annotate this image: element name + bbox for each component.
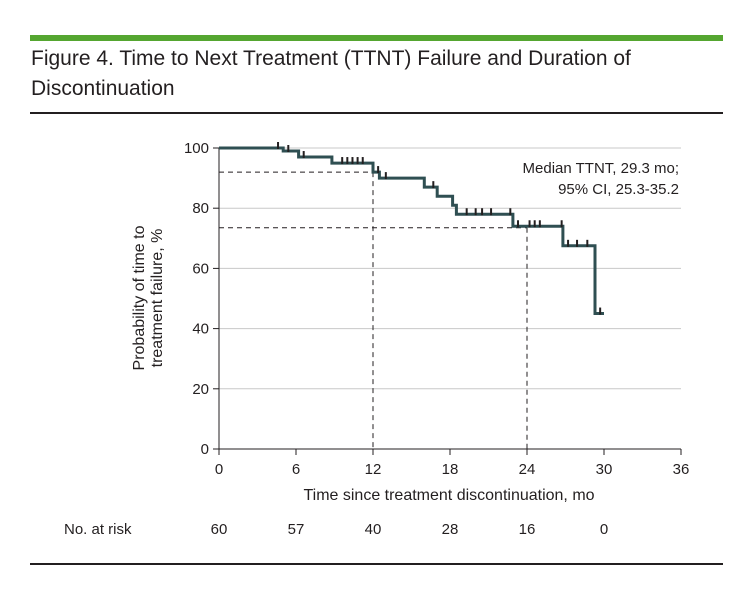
y-tick-label-80: 80 [192,200,209,217]
reference-lines [219,171,528,449]
y-ticks: 0 20 40 60 80 100 [184,140,219,458]
risk-table-counts: 60 57 40 28 16 0 [211,521,609,538]
x-ticks: 0 6 12 18 24 30 36 [215,449,690,478]
top-rule [30,112,723,114]
title-accent-bar [30,35,723,41]
risk-count-6: 57 [288,521,305,538]
y-tick-label-0: 0 [201,441,209,458]
risk-count-18: 28 [442,521,459,538]
x-tick-label-12: 12 [365,461,382,478]
x-tick-label-30: 30 [596,461,613,478]
y-axis-label-line-1: Probability of time to [131,225,148,370]
median-annotation-line-1: Median TTNT, 29.3 mo; [523,160,679,177]
x-tick-label-24: 24 [519,461,536,478]
y-axis-label: Probability of time to treatment failure… [131,225,166,370]
y-tick-label-60: 60 [192,260,209,277]
y-tick-label-40: 40 [192,321,209,338]
y-tick-label-20: 20 [192,381,209,398]
x-tick-label-18: 18 [442,461,459,478]
x-axis-label: Time since treatment discontinuation, mo [303,487,594,504]
gridlines [219,147,681,390]
y-axis-label-line-2: treatment failure, % [149,229,166,368]
risk-count-12: 40 [365,521,382,538]
censor-marks [277,142,602,315]
x-tick-label-36: 36 [673,461,690,478]
risk-count-30: 0 [600,521,608,538]
risk-count-0: 60 [211,521,228,538]
y-tick-label-100: 100 [184,140,209,157]
bottom-rule [30,563,723,565]
x-tick-label-0: 0 [215,461,223,478]
risk-count-24: 16 [519,521,536,538]
x-tick-label-6: 6 [292,461,300,478]
figure-title: Figure 4. Time to Next Treatment (TTNT) … [31,47,631,100]
risk-table-label: No. at risk [64,521,132,538]
median-annotation-line-2: 95% CI, 25.3-35.2 [558,181,679,198]
